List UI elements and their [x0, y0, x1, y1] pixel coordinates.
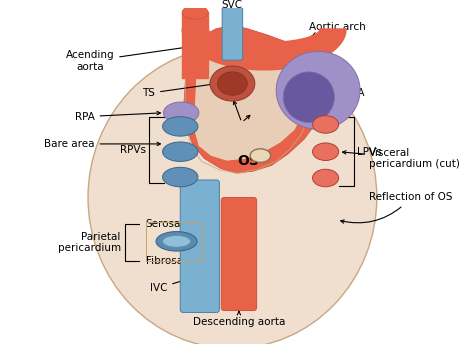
Ellipse shape — [210, 66, 255, 101]
Text: LPA: LPA — [328, 88, 365, 98]
Ellipse shape — [164, 102, 199, 124]
Ellipse shape — [88, 47, 377, 345]
Text: OS: OS — [237, 155, 259, 168]
FancyBboxPatch shape — [221, 197, 256, 310]
Polygon shape — [182, 12, 208, 78]
Ellipse shape — [163, 117, 198, 136]
Ellipse shape — [276, 51, 360, 129]
Ellipse shape — [163, 142, 198, 161]
Text: Serosa: Serosa — [146, 219, 181, 229]
Ellipse shape — [250, 149, 271, 162]
FancyBboxPatch shape — [180, 180, 219, 313]
Text: Fibrosa: Fibrosa — [146, 256, 183, 266]
FancyBboxPatch shape — [222, 6, 243, 60]
Polygon shape — [194, 47, 301, 160]
Text: SVC: SVC — [222, 0, 243, 16]
Polygon shape — [184, 25, 324, 173]
Text: RPA: RPA — [75, 111, 160, 122]
Polygon shape — [146, 222, 201, 261]
Ellipse shape — [218, 72, 247, 95]
Polygon shape — [194, 47, 301, 160]
Ellipse shape — [283, 72, 335, 122]
Polygon shape — [182, 29, 346, 70]
Ellipse shape — [163, 236, 191, 247]
Text: Visceral
pericardium (cut): Visceral pericardium (cut) — [343, 148, 460, 169]
Ellipse shape — [182, 6, 208, 19]
Text: Bare area: Bare area — [44, 139, 160, 149]
Ellipse shape — [312, 116, 338, 133]
Text: IVC: IVC — [150, 276, 196, 293]
Text: TS: TS — [142, 83, 213, 98]
Ellipse shape — [163, 167, 198, 187]
Ellipse shape — [312, 143, 338, 160]
Text: Parietal
pericardium: Parietal pericardium — [57, 231, 120, 253]
Text: LPVs: LPVs — [357, 147, 382, 157]
Text: Acending
aorta: Acending aorta — [65, 46, 187, 72]
Text: RPVs: RPVs — [120, 145, 146, 155]
Text: Aortic arch: Aortic arch — [309, 22, 365, 36]
Text: Descending aorta: Descending aorta — [193, 311, 285, 327]
Ellipse shape — [156, 231, 197, 251]
Ellipse shape — [312, 169, 338, 187]
Text: Reflection of OS: Reflection of OS — [341, 193, 453, 223]
